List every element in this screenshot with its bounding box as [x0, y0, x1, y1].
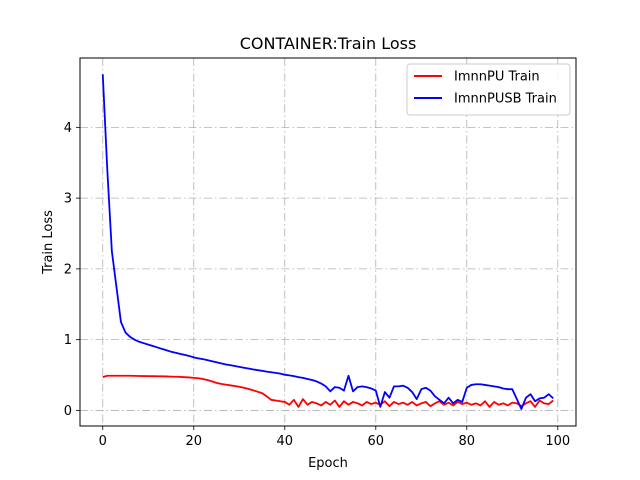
- series-line-imnnpu-train: [102, 374, 554, 408]
- legend-label-imnnpusb: ImnnPUSB Train: [454, 92, 557, 107]
- x-tick-label: 20: [185, 434, 202, 449]
- y-tick-label: 1: [64, 333, 72, 348]
- series-line-imnnpusb-train: [101, 74, 554, 410]
- y-axis-title: Train Loss: [41, 210, 56, 275]
- x-axis-title: Epoch: [308, 456, 348, 471]
- chart-title: CONTAINER:Train Loss: [240, 34, 417, 53]
- legend: ImnnPU Train ImnnPUSB Train: [406, 63, 571, 116]
- plot-frame: [79, 57, 577, 427]
- x-tick-label: 100: [545, 434, 570, 449]
- series-layer: [101, 74, 554, 410]
- y-tick-label: 0: [64, 404, 72, 419]
- legend-box: [406, 63, 571, 116]
- y-tick-label: 2: [64, 262, 72, 277]
- legend-label-imnnpu: ImnnPU Train: [454, 70, 540, 85]
- y-tick-label: 4: [64, 121, 72, 136]
- x-tick-label: 80: [459, 434, 476, 449]
- x-tick-label: 40: [276, 434, 293, 449]
- x-tick-label: 60: [368, 434, 385, 449]
- y-tick-label: 3: [64, 192, 72, 207]
- grid-lines: [80, 58, 576, 426]
- axis-ticks: 0 20 40 60 80 100 0 1 2 3 4: [64, 121, 570, 449]
- x-tick-label: 0: [99, 434, 107, 449]
